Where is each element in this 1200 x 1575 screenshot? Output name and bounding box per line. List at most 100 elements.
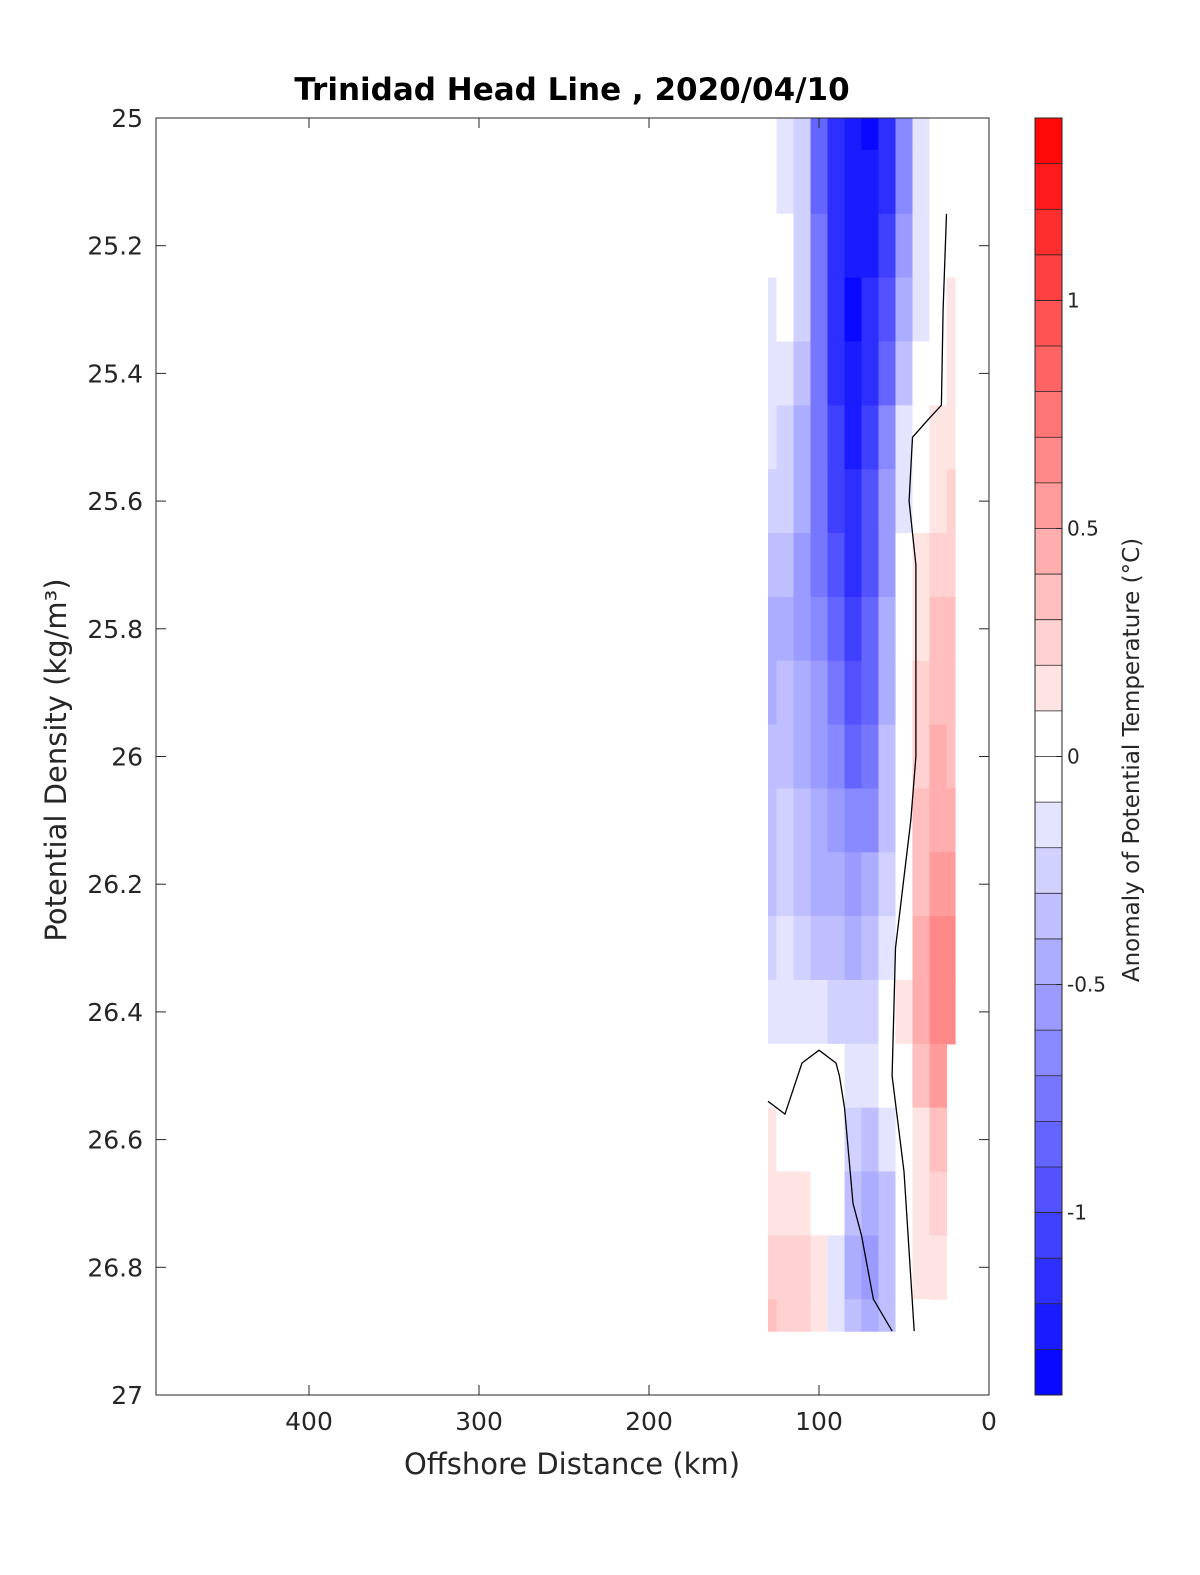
heatmap-cell (861, 1107, 880, 1173)
heatmap-cell (895, 724, 914, 790)
colorbar-band (1035, 300, 1062, 347)
heatmap-cell (810, 341, 829, 406)
heatmap-cell (946, 341, 956, 406)
heatmap-cell (912, 660, 931, 726)
heatmap-cell (912, 916, 931, 981)
heatmap-cell (776, 596, 795, 662)
zero-contours (767, 213, 948, 1332)
heatmap-cell (929, 979, 948, 1045)
heatmap-cell (810, 277, 829, 343)
heatmap-cell (912, 979, 931, 1045)
heatmap-cell (827, 149, 846, 215)
heatmap-cell (929, 533, 948, 598)
heatmap-cell (895, 341, 914, 406)
heatmap-cell (929, 724, 948, 790)
heatmap-cell (946, 596, 956, 662)
heatmap-cell (810, 724, 829, 790)
colorbar-band (1035, 1075, 1062, 1122)
heatmap-cell (929, 1107, 948, 1173)
colorbar-band (1035, 574, 1062, 621)
heatmap-cell (768, 1107, 778, 1173)
heatmap-cell (827, 660, 846, 726)
heatmap-cell (895, 979, 914, 1045)
colorbar-band (1035, 619, 1062, 666)
heatmap-cell (776, 277, 795, 343)
heatmap-cell (827, 533, 846, 598)
heatmap-cell (827, 1171, 846, 1236)
heatmap-cell (810, 852, 829, 917)
heatmap-cell (912, 469, 931, 534)
heatmap-cell (768, 341, 778, 406)
heatmap-cell (861, 916, 880, 981)
heatmap-cell (878, 405, 897, 470)
heatmap-cell (895, 1171, 914, 1236)
heatmap-cell (929, 596, 948, 662)
colorbar-band (1035, 756, 1062, 803)
colorbar-band (1035, 1303, 1062, 1350)
heatmap-cell (810, 596, 829, 662)
heatmap-cell (810, 979, 829, 1045)
heatmap-cell (827, 469, 846, 534)
heatmap-cell (827, 979, 846, 1045)
colorbar-band (1035, 984, 1062, 1031)
colorbar-band (1035, 528, 1062, 575)
heatmap-cell (912, 1107, 931, 1173)
heatmap-cell (861, 277, 880, 343)
heatmap-cell (768, 1171, 778, 1236)
y-tick-label: 26.4 (87, 998, 143, 1027)
heatmap-cell (793, 916, 812, 981)
heatmap-cell (946, 916, 956, 981)
colorbar-band (1035, 710, 1062, 757)
heatmap-cell (810, 1043, 829, 1109)
colorbar-band (1035, 802, 1062, 849)
heatmap-cell (844, 213, 863, 279)
heatmap-cell (844, 788, 863, 853)
zero-contour-line (767, 1049, 893, 1332)
heatmap-cell (878, 788, 897, 853)
heatmap-cell (929, 852, 948, 917)
heatmap-cell (793, 1299, 812, 1332)
heatmap-cell (895, 916, 914, 981)
heatmap-cell (844, 405, 863, 470)
heatmap-cell (827, 277, 846, 343)
y-tick-label: 25.4 (87, 359, 143, 388)
heatmap-cell (861, 1043, 880, 1109)
colorbar-band (1035, 893, 1062, 940)
heatmap-cell (768, 405, 778, 470)
colorbar-band (1035, 254, 1062, 301)
heatmap-cell (912, 149, 931, 215)
heatmap-cell (912, 405, 931, 470)
heatmap-cell (929, 149, 948, 215)
heatmap-cell (878, 1235, 897, 1300)
heatmap-cell (827, 118, 846, 151)
heatmap-cell (929, 788, 948, 853)
heatmap-cell (768, 1043, 778, 1109)
colorbar-band (1035, 1121, 1062, 1168)
heatmap-cell (776, 1043, 795, 1109)
heatmap-cell (827, 405, 846, 470)
heatmap-cell (776, 213, 795, 279)
heatmap-cell (844, 1299, 863, 1332)
heatmap-cell (878, 149, 897, 215)
heatmap-cell (827, 916, 846, 981)
heatmap-cell (776, 149, 795, 215)
heatmap-cell (793, 724, 812, 790)
heatmap-cell (776, 724, 795, 790)
heatmap-cell (844, 469, 863, 534)
heatmap-cell (878, 277, 897, 343)
heatmap-cell (946, 724, 956, 790)
heatmap-cell (929, 1171, 948, 1236)
heatmap-cell (768, 916, 778, 981)
heatmap-cell (776, 660, 795, 726)
colorbar-band (1035, 847, 1062, 894)
heatmap-cell (929, 118, 948, 151)
zero-contour-line (891, 213, 948, 1332)
heatmap-cell (768, 596, 778, 662)
heatmap-cell (793, 660, 812, 726)
colorbar-bands (1035, 118, 1062, 1396)
heatmap-cell (793, 788, 812, 853)
heatmap-cell (946, 852, 956, 917)
heatmap-cell (861, 405, 880, 470)
heatmap-cell (861, 1171, 880, 1236)
heatmap-cell (912, 1235, 931, 1300)
